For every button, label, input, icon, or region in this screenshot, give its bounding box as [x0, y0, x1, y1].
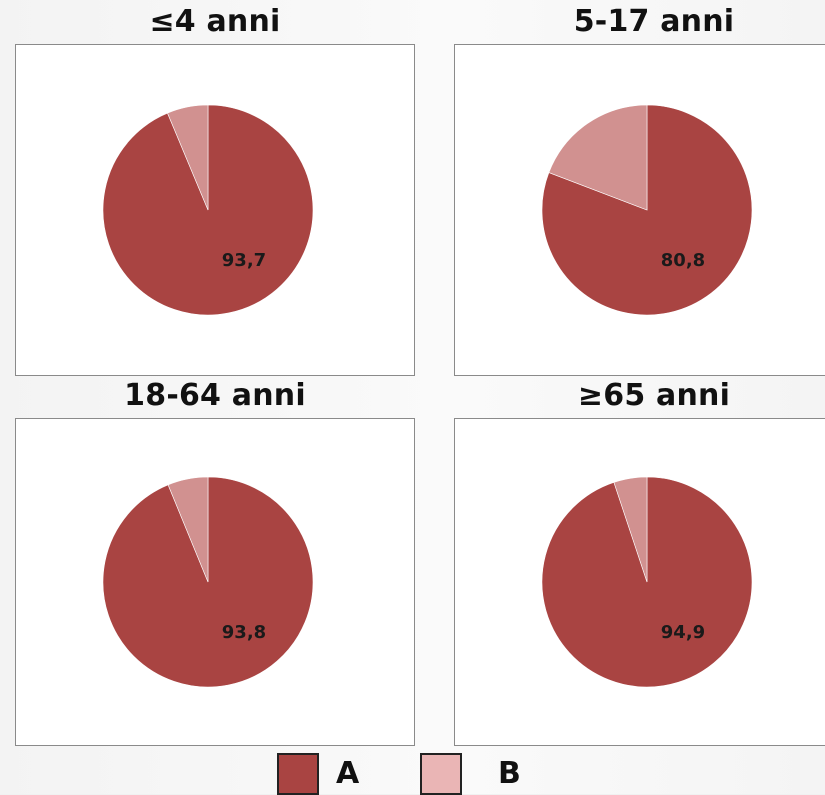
slice-b — [548, 104, 648, 211]
data-label-slice-a: 93,7 — [222, 250, 266, 271]
legend-label-a: A — [336, 756, 360, 791]
pie-chart-18-64: 93,8 — [102, 476, 314, 688]
slice-b — [613, 476, 648, 583]
chart-title-5-17: 5-17 anni — [573, 4, 735, 39]
legend-swatch-a — [277, 753, 319, 795]
chart-title-18-64: 18-64 anni — [124, 378, 306, 413]
pie-chart-under-4: 93,7 — [102, 104, 314, 316]
legend-label-b: B — [498, 756, 521, 791]
pie-chart-5-17: 80,8 — [541, 104, 753, 316]
data-label-slice-a: 93,8 — [222, 622, 266, 643]
slice-b — [167, 104, 209, 211]
chart-title-under-4: ≤4 anni — [149, 4, 281, 39]
chart-title-65-plus: ≥65 anni — [577, 378, 731, 413]
slice-b — [167, 476, 209, 583]
pie-chart-65-plus: 94,9 — [541, 476, 753, 688]
legend-swatch-b — [420, 753, 462, 795]
data-label-slice-a: 80,8 — [661, 250, 705, 271]
data-label-slice-a: 94,9 — [661, 622, 705, 643]
